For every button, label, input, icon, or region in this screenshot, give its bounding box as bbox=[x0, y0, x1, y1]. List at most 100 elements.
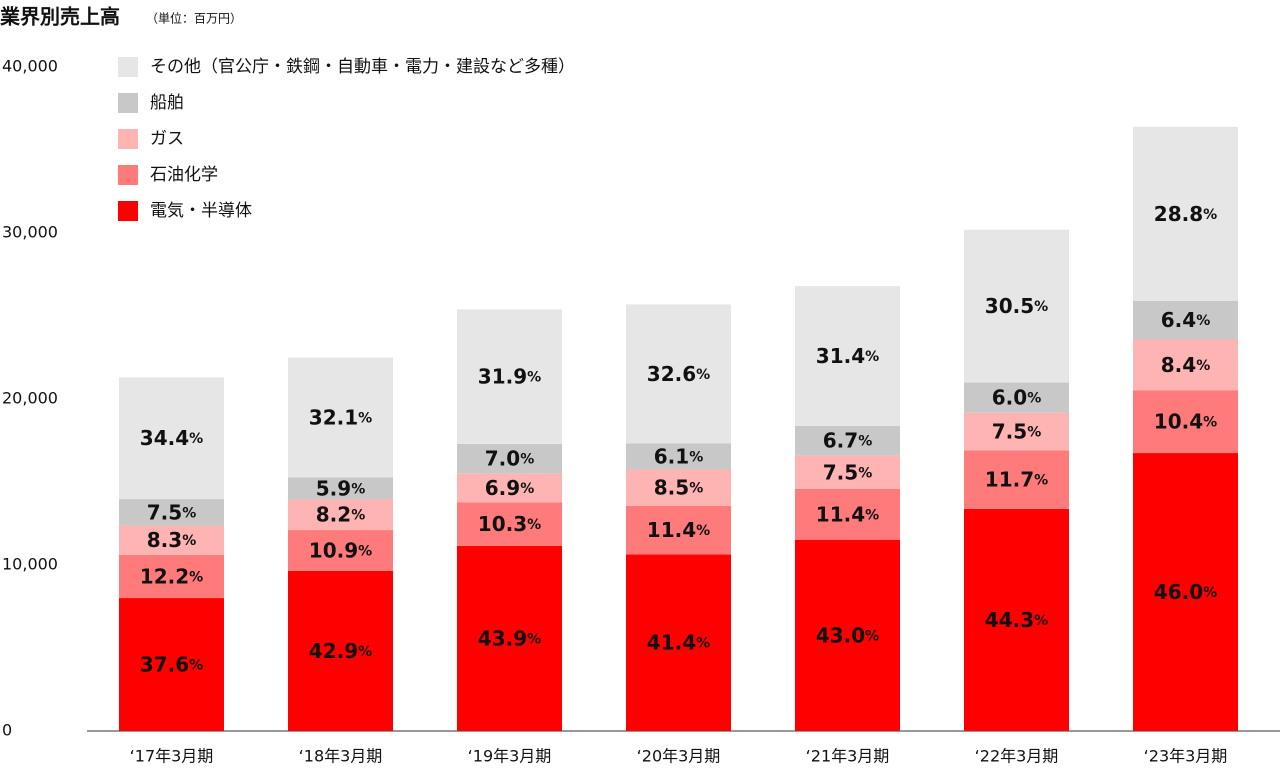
value-label: 7.5% bbox=[823, 460, 872, 484]
value-label-number: 11.4 bbox=[816, 502, 865, 526]
value-label-number: 8.4 bbox=[1161, 352, 1196, 376]
value-label: 43.0% bbox=[816, 623, 879, 647]
y-tick-label: 0 bbox=[2, 721, 12, 740]
x-tick-label: ‘20年3月期 bbox=[637, 747, 721, 766]
legend-swatch bbox=[118, 165, 138, 185]
bar-segment bbox=[457, 502, 562, 546]
value-label-number: 28.8 bbox=[1154, 201, 1203, 225]
value-label-number: 31.4 bbox=[816, 343, 865, 367]
y-tick-label: 30,000 bbox=[2, 223, 58, 242]
bar-segment bbox=[119, 499, 224, 526]
value-label: 28.8% bbox=[1154, 201, 1217, 225]
value-label-unit: % bbox=[182, 533, 196, 549]
value-label-unit: % bbox=[858, 434, 872, 450]
bar-segment bbox=[795, 488, 900, 540]
value-label-unit: % bbox=[520, 481, 534, 497]
value-label-number: 7.5 bbox=[823, 460, 858, 484]
bar-segment bbox=[119, 525, 224, 555]
value-label-number: 10.4 bbox=[1154, 409, 1203, 433]
value-label: 6.4% bbox=[1161, 308, 1210, 332]
value-label: 6.0% bbox=[992, 385, 1041, 409]
value-label-number: 8.3 bbox=[147, 528, 182, 552]
value-label-number: 43.0 bbox=[816, 623, 865, 647]
x-tick-label: ‘19年3月期 bbox=[468, 747, 552, 766]
value-label: 8.5% bbox=[654, 475, 703, 499]
value-label-unit: % bbox=[189, 431, 203, 447]
bar-segment bbox=[795, 425, 900, 456]
y-tick-label: 40,000 bbox=[2, 57, 58, 76]
value-label-unit: % bbox=[527, 517, 541, 533]
bar-segment bbox=[795, 286, 900, 426]
bar-segment bbox=[1133, 339, 1238, 391]
value-label-number: 41.4 bbox=[647, 630, 696, 654]
value-label-number: 7.5 bbox=[147, 500, 182, 524]
bar-segment bbox=[795, 539, 900, 731]
value-label-unit: % bbox=[1027, 391, 1041, 407]
value-label-number: 11.7 bbox=[985, 467, 1034, 491]
value-label: 10.9% bbox=[309, 538, 372, 562]
value-label-unit: % bbox=[865, 628, 879, 644]
legend-label: 石油化学 bbox=[150, 165, 218, 185]
value-label: 42.9% bbox=[309, 638, 372, 662]
bar-segment bbox=[964, 412, 1069, 451]
value-label-unit: % bbox=[689, 481, 703, 497]
bar-segment bbox=[119, 598, 224, 731]
value-label-number: 6.7 bbox=[823, 428, 858, 452]
value-label: 5.9% bbox=[316, 476, 365, 500]
bar-segment bbox=[1133, 453, 1238, 731]
value-label: 8.4% bbox=[1161, 352, 1210, 376]
value-label-number: 10.9 bbox=[309, 538, 358, 562]
x-tick-label: ‘17年3月期 bbox=[130, 747, 214, 766]
value-label-unit: % bbox=[189, 569, 203, 585]
bar-segment bbox=[964, 229, 1069, 383]
bar-segment bbox=[1133, 300, 1238, 340]
bar-segment bbox=[288, 499, 393, 531]
bar-segment bbox=[1133, 390, 1238, 454]
value-label: 31.4% bbox=[816, 343, 879, 367]
value-label: 6.1% bbox=[654, 444, 703, 468]
value-label: 46.0% bbox=[1154, 580, 1217, 604]
legend-swatch bbox=[118, 201, 138, 221]
x-tick-label: ‘22年3月期 bbox=[975, 747, 1059, 766]
bar-segment bbox=[626, 304, 731, 444]
bar-segment bbox=[288, 357, 393, 478]
value-label-number: 44.3 bbox=[985, 607, 1034, 631]
value-label: 10.4% bbox=[1154, 409, 1217, 433]
value-label-unit: % bbox=[520, 452, 534, 468]
value-label: 11.7% bbox=[985, 467, 1048, 491]
value-label-number: 6.9 bbox=[485, 475, 520, 499]
bar-segment bbox=[626, 554, 731, 731]
legend-swatch bbox=[118, 129, 138, 149]
value-label-number: 43.9 bbox=[478, 626, 527, 650]
value-label: 32.1% bbox=[309, 405, 372, 429]
value-label: 30.5% bbox=[985, 294, 1048, 318]
y-tick-label: 20,000 bbox=[2, 389, 58, 408]
y-tick-label: 10,000 bbox=[2, 555, 58, 574]
bar-segment bbox=[1133, 126, 1238, 301]
value-label-number: 32.1 bbox=[309, 405, 358, 429]
legend-label: ガス bbox=[150, 129, 184, 149]
bar-segment bbox=[288, 530, 393, 571]
value-label: 8.3% bbox=[147, 528, 196, 552]
chart-title: 業界別売上高 bbox=[0, 5, 120, 29]
x-tick-label: ‘23年3月期 bbox=[1144, 747, 1228, 766]
bar-segment bbox=[119, 377, 224, 500]
legend-label: その他（官公庁・鉄鋼・自動車・電力・建設など多種） bbox=[150, 57, 575, 77]
value-label-number: 31.9 bbox=[478, 364, 527, 388]
value-label-number: 8.2 bbox=[316, 502, 351, 526]
value-label-unit: % bbox=[1034, 299, 1048, 315]
value-label-unit: % bbox=[527, 370, 541, 386]
legend-label: 電気・半導体 bbox=[150, 201, 252, 221]
value-label: 11.4% bbox=[816, 502, 879, 526]
bar-segment bbox=[457, 443, 562, 474]
value-label-number: 10.3 bbox=[478, 512, 527, 536]
value-label-number: 30.5 bbox=[985, 294, 1034, 318]
value-label-unit: % bbox=[1203, 207, 1217, 223]
bar-segment bbox=[457, 309, 562, 444]
value-label-unit: % bbox=[1196, 313, 1210, 329]
value-label-unit: % bbox=[527, 631, 541, 647]
value-label: 6.9% bbox=[485, 475, 534, 499]
legend-label: 船舶 bbox=[150, 93, 184, 113]
value-label-unit: % bbox=[1203, 415, 1217, 431]
value-label: 7.0% bbox=[485, 446, 534, 470]
